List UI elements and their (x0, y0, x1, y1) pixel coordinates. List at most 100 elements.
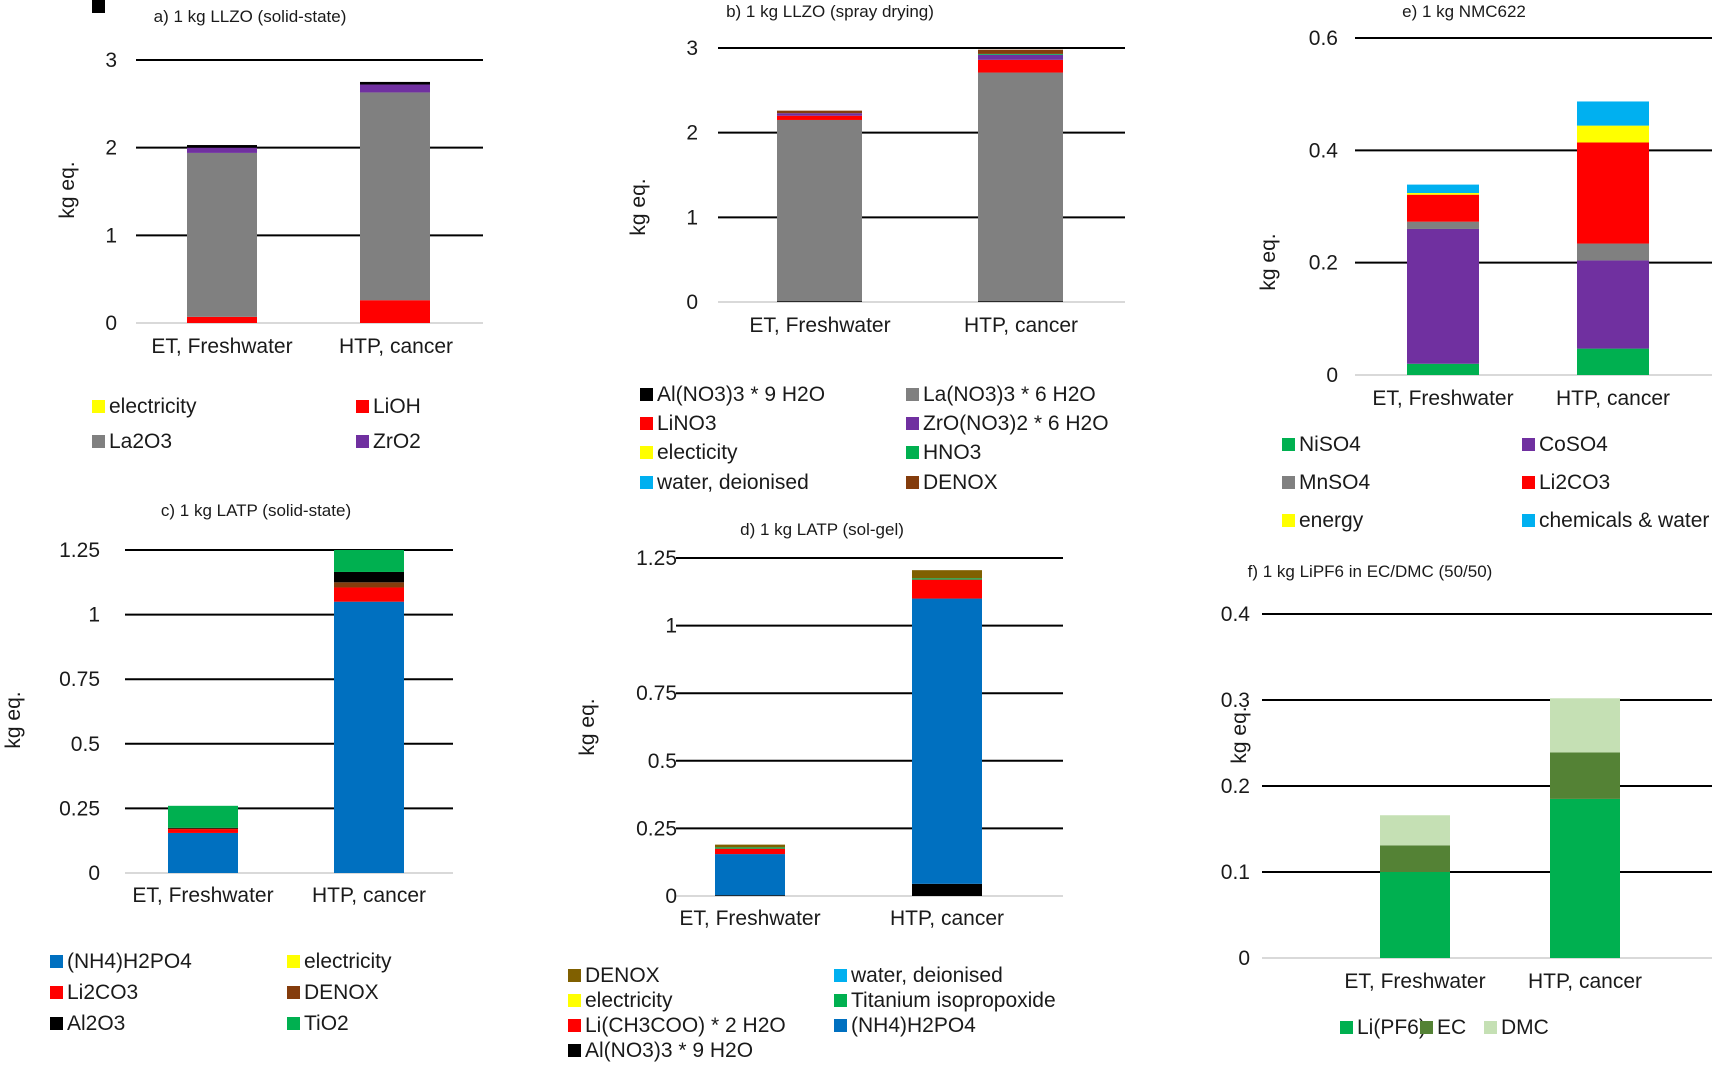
y-tick-label: 0.1 (1221, 861, 1250, 884)
legend-swatch-al2o3 (92, 0, 105, 13)
y-tick-label: 0.5 (648, 750, 677, 773)
bar-segment-zro-no3-2-6-h2o (978, 54, 1063, 60)
y-axis-label: kg eq. (2, 691, 25, 748)
y-tick-label: 0.4 (1309, 139, 1339, 162)
y-tick-label: 1.25 (636, 547, 677, 570)
legend-swatch-li-pf6 (1340, 1021, 1353, 1034)
bar-segment-li2co3 (1407, 194, 1479, 222)
bar-segment-al-no3-3-9-h2o (978, 301, 1063, 302)
legend-label: Al2O3 (109, 0, 167, 5)
bar-segment-al2o3 (360, 81, 430, 85)
legend-label: CoSO4 (1539, 433, 1608, 456)
legend-label: Li(PF6) (1357, 1016, 1426, 1039)
bar-segment-al2o3 (187, 145, 257, 148)
x-tick-label: ET, Freshwater (1372, 387, 1513, 410)
bar-segment-al-no3-3-9-h2o (777, 301, 862, 302)
legend-swatch-al-no3-3-9-h2o (568, 1044, 581, 1057)
bar-segment-energy (1407, 193, 1479, 195)
legend-swatch-zro-no3-2-6-h2o (906, 417, 919, 430)
bar-segment-nh4-h2po4 (715, 854, 785, 896)
legend-label: electricity (109, 395, 197, 418)
y-axis-label: kg eq. (56, 161, 79, 218)
bar-segment-hno3 (978, 53, 1063, 55)
bar-segment-denox (715, 844, 785, 848)
bar-segment-denox (777, 110, 862, 114)
y-tick-label: 0.3 (1221, 689, 1250, 712)
legend-swatch-ec (1420, 1021, 1433, 1034)
legend-swatch-energy (1282, 514, 1295, 527)
bar-segment-chemicals-water (1407, 184, 1479, 194)
legend-label: energy (1299, 509, 1364, 532)
legend-label: TiO2 (304, 1012, 349, 1035)
legend-label: DMC (1501, 1016, 1549, 1039)
chart-title: b) 1 kg LLZO (spray drying) (726, 2, 934, 21)
chart-panel-1: a) 1 kg LLZO (solid-state) 0 1 2 3 kg eq. ET, … (56, 0, 483, 453)
y-tick-label: 3 (105, 49, 117, 72)
x-tick-label: HTP, cancer (339, 335, 453, 358)
x-tick-label: ET, Freshwater (1344, 970, 1485, 993)
legend-swatch-al-no3-3-9-h2o (640, 388, 653, 401)
y-tick-label: 3 (686, 37, 698, 60)
legend-label: EC (1437, 1016, 1466, 1039)
bar-segment-titanium-isopropoxide (715, 847, 785, 849)
bar-segment-la-no3-3-6-h2o (978, 72, 1063, 302)
bar-segment-denox (978, 49, 1063, 54)
y-tick-label: 0.5 (71, 733, 100, 756)
chart-panel-4: c) 1 kg LATP (solid-state) 0 0.25 0.5 0.75 1 1… (2, 501, 453, 1035)
x-tick-label: ET, Freshwater (132, 884, 273, 907)
x-tick-label: HTP, cancer (1528, 970, 1642, 993)
legend-label: DENOX (304, 981, 379, 1004)
bar-segment-ec (1380, 845, 1450, 872)
bar-segment-coso4 (1407, 228, 1479, 364)
bar-segment-coso4 (1577, 260, 1649, 349)
legend-swatch-electicity (640, 446, 653, 459)
legend-swatch-li-ch3coo-2-h2o (568, 1019, 581, 1032)
legend-label: Li2CO3 (1539, 471, 1610, 494)
x-tick-label: ET, Freshwater (679, 907, 820, 930)
legend-swatch-electricity (568, 994, 581, 1007)
chart-panel-2: b) 1 kg LLZO (spray drying) 0 1 2 3 kg eq. ET,… (627, 2, 1125, 494)
legend-label: water, deionised (850, 964, 1003, 987)
y-tick-label: 0 (1326, 364, 1338, 387)
legend-label: electicity (657, 441, 738, 464)
legend-swatch-la2o3 (92, 435, 105, 448)
bar-segment-li-pf6 (1380, 872, 1450, 958)
legend-swatch-al2o3 (50, 1017, 63, 1030)
legend-swatch-niso4 (1282, 438, 1295, 451)
legend-label: Al(NO3)3 * 9 H2O (657, 383, 825, 406)
legend-label: Li(CH3COO) * 2 H2O (585, 1014, 786, 1037)
y-tick-label: 0.75 (636, 682, 677, 705)
y-tick-label: 0 (105, 312, 117, 335)
x-tick-label: HTP, cancer (890, 907, 1004, 930)
y-tick-label: 0.2 (1221, 775, 1250, 798)
legend-label: Al2O3 (67, 1012, 125, 1035)
bar-segment-al-no3-3-9-h2o (912, 883, 982, 896)
legend-swatch-denox (287, 986, 300, 999)
legend-swatch-nh4-h2po4 (834, 1019, 847, 1032)
legend-label: La2O3 (109, 430, 172, 453)
y-axis-label: kg eq. (576, 698, 599, 755)
y-axis-label: kg eq. (1257, 233, 1280, 290)
y-tick-label: 0 (665, 885, 677, 908)
bar-segment-dmc (1380, 815, 1450, 846)
bar-segment-tio2 (168, 805, 238, 828)
bar-segment-lioh (360, 300, 430, 323)
legend-label: HNO3 (923, 441, 981, 464)
bar-segment-ec (1550, 752, 1620, 799)
chart-title: a) 1 kg LLZO (solid-state) (154, 7, 347, 26)
bar-segment-la2o3 (360, 92, 430, 301)
bar-segment-al-no3-3-9-h2o (715, 895, 785, 896)
bar-segment-zro2 (187, 147, 257, 153)
legend-swatch-coso4 (1522, 438, 1535, 451)
y-tick-label: 1 (686, 206, 698, 229)
y-tick-label: 0 (88, 862, 100, 885)
y-tick-label: 1 (88, 604, 100, 627)
legend-label: (NH4)H2PO4 (851, 1014, 976, 1037)
legend-swatch-li2co3 (50, 986, 63, 999)
bar-segment-al2o3 (168, 827, 238, 829)
bar-segment-nh4-h2po4 (912, 598, 982, 884)
bar-segment-li-ch3coo-2-h2o (912, 579, 982, 599)
legend-swatch-water-deionised (834, 969, 847, 982)
